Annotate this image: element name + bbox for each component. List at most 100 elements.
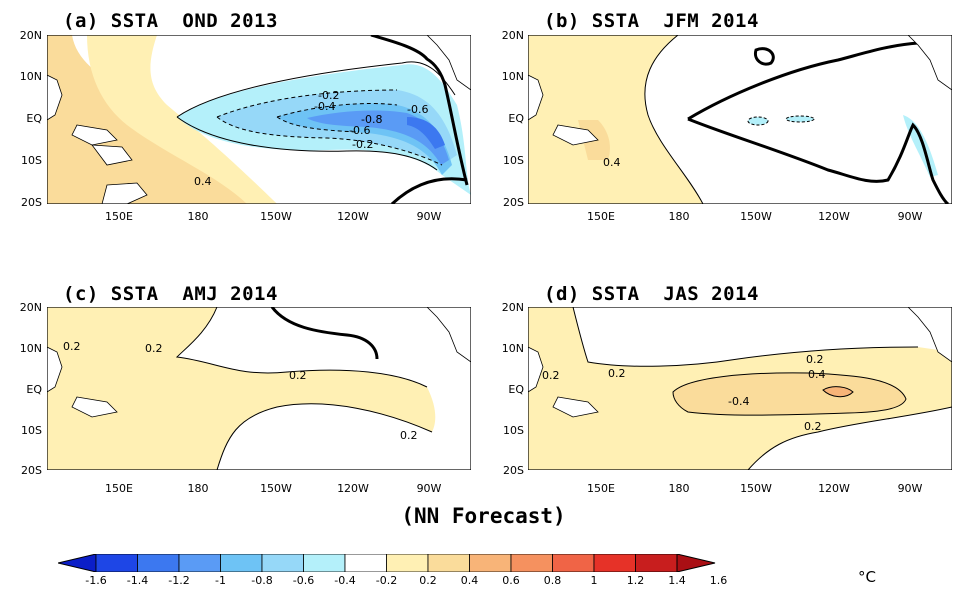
colorbar-swatch	[261, 553, 304, 573]
colorbar-tick-label: -1.2	[168, 574, 190, 587]
panel-b-map: 0.4	[528, 35, 952, 204]
contour-label: 0.2	[63, 340, 81, 353]
lon-label: 120W	[337, 210, 369, 223]
lon-label: 150E	[105, 210, 133, 223]
panel-c-map: 0.2 0.2 0.2 0.2	[47, 307, 471, 470]
colorbar-tick-label: -0.6	[292, 574, 315, 587]
panel-a-map: -0.2 -0.4 -0.8 -0.6 -0.6 -0.2 0.4	[47, 35, 471, 204]
lat-label: 20N	[501, 29, 524, 42]
lon-label: 150E	[587, 482, 615, 495]
colorbar-swatch	[510, 553, 553, 573]
lat-label: 10S	[503, 424, 524, 437]
colorbar-tick-label: -0.8	[251, 574, 273, 587]
unit-label: °C	[858, 568, 876, 586]
lat-label: 20S	[503, 464, 524, 477]
lat-label: EQ	[26, 112, 42, 125]
lon-label: 120W	[818, 482, 850, 495]
colorbar-tick-label: 0.6	[502, 574, 520, 587]
contour-label: -0.4	[314, 100, 335, 113]
contour-label: 0.2	[804, 420, 822, 433]
lat-label: 20S	[503, 196, 524, 209]
colorbar-swatch	[635, 553, 678, 573]
panel-d-title: (d) SSTA JAS 2014	[544, 283, 759, 305]
lat-label: 10N	[19, 342, 42, 355]
colorbar-swatch	[427, 553, 470, 573]
lat-label: EQ	[508, 112, 524, 125]
colorbar-swatch	[469, 553, 512, 573]
panel-a-title: (a) SSTA OND 2013	[63, 10, 278, 32]
colorbar-swatch	[552, 553, 595, 573]
colorbar-tick-label: -1.4	[126, 574, 149, 587]
lon-label: 90W	[416, 482, 442, 495]
colorbar-tick-label: 1.6	[709, 574, 728, 587]
lon-label: 150W	[740, 482, 772, 495]
colorbar-arrow-low	[57, 553, 97, 573]
lon-label: 180	[668, 210, 690, 223]
colorbar-swatch	[593, 553, 636, 573]
lon-label: 150W	[260, 482, 292, 495]
lon-label: 180	[187, 210, 209, 223]
lon-label: 90W	[897, 482, 923, 495]
lat-label: 20N	[19, 301, 42, 314]
contour-label: 0.2	[806, 353, 824, 366]
lat-label: EQ	[508, 383, 524, 396]
contour-label: -0.6	[407, 103, 428, 116]
lat-label: 20N	[19, 29, 42, 42]
lat-label: 10N	[19, 70, 42, 83]
contour-label: 0.4	[603, 156, 621, 169]
panel-c-title: (c) SSTA AMJ 2014	[63, 283, 278, 305]
lat-label: 10N	[501, 342, 524, 355]
colorbar	[57, 553, 882, 576]
lat-label: 20S	[21, 196, 42, 209]
lon-label: 180	[668, 482, 690, 495]
panel-b-title: (b) SSTA JFM 2014	[544, 10, 759, 32]
contour-label: 0.4	[808, 368, 826, 381]
lat-label: EQ	[26, 383, 42, 396]
contour-label: 0.2	[289, 369, 307, 382]
panel-d-map: 0.2 0.2 0.2 0.4 -0.4 0.2	[528, 307, 952, 470]
colorbar-tick-label: 1.4	[668, 574, 686, 587]
lon-label: 120W	[818, 210, 850, 223]
contour-label: -0.8	[361, 113, 382, 126]
colorbar-tick-label: -1	[215, 574, 226, 587]
contour-label: -0.6	[349, 124, 370, 137]
contour-label: 0.2	[608, 367, 626, 380]
contour-label: 0.2	[400, 429, 418, 442]
colorbar-swatch	[95, 553, 138, 573]
colorbar-swatch	[220, 553, 263, 573]
colorbar-arrow-high	[676, 553, 716, 573]
contour-label: -0.2	[318, 89, 339, 102]
lon-label: 180	[187, 482, 209, 495]
contour-label: -0.2	[352, 138, 373, 151]
contour-label: -0.4	[728, 395, 749, 408]
lat-label: 10N	[501, 70, 524, 83]
lon-label: 150E	[587, 210, 615, 223]
lat-label: 10S	[503, 154, 524, 167]
contour-label: 0.2	[542, 369, 560, 382]
colorbar-tick-label: 1.2	[626, 574, 645, 587]
lon-label: 150W	[260, 210, 292, 223]
lon-label: 150W	[740, 210, 772, 223]
colorbar-tick-label: 0.4	[460, 574, 479, 587]
colorbar-tick-label: -0.4	[334, 574, 356, 587]
colorbar-tick-label: 0.2	[419, 574, 437, 587]
lon-label: 150E	[105, 482, 133, 495]
forecast-subtitle: (NN Forecast)	[401, 504, 566, 528]
lon-label: 90W	[416, 210, 442, 223]
colorbar-swatch	[344, 553, 387, 573]
lat-label: 10S	[21, 424, 42, 437]
colorbar-tick-label: 0.8	[543, 574, 562, 587]
contour-label: 0.2	[145, 342, 163, 355]
colorbar-tick-label: -1.6	[85, 574, 107, 587]
contour-label: 0.4	[194, 175, 212, 188]
colorbar-swatch	[303, 553, 346, 573]
lon-label: 90W	[897, 210, 923, 223]
colorbar-tick-label: 1	[590, 574, 598, 587]
lat-label: 20S	[21, 464, 42, 477]
lat-label: 10S	[21, 154, 42, 167]
lat-label: 20N	[501, 301, 524, 314]
colorbar-tick-label: -0.2	[375, 574, 398, 587]
colorbar-swatch	[178, 553, 221, 573]
colorbar-swatch	[386, 553, 429, 573]
lon-label: 120W	[337, 482, 369, 495]
